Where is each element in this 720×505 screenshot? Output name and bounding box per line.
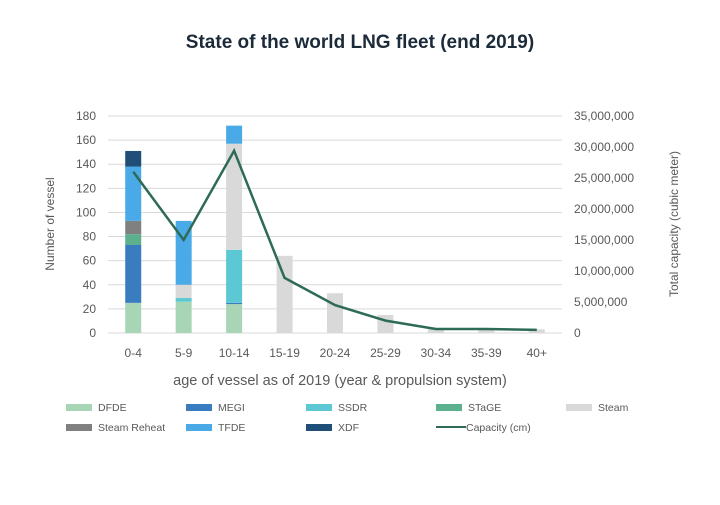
y2-axis-label: Total capacity (cubic meter) bbox=[667, 151, 681, 297]
y-tick-label: 60 bbox=[83, 254, 97, 268]
x-tick-label: 10-14 bbox=[219, 346, 250, 360]
x-tick-label: 25-29 bbox=[370, 346, 401, 360]
bar-segment bbox=[327, 293, 343, 333]
x-tick-label: 40+ bbox=[527, 346, 547, 360]
legend-swatch bbox=[186, 404, 212, 411]
legend-swatch bbox=[66, 424, 92, 431]
y-tick-label: 160 bbox=[76, 133, 96, 147]
x-tick-label: 0-4 bbox=[125, 346, 143, 360]
legend-label: DFDE bbox=[98, 402, 127, 414]
legend-label: STaGE bbox=[468, 402, 501, 414]
legend-swatch bbox=[306, 424, 332, 431]
x-tick-label: 5-9 bbox=[175, 346, 193, 360]
y2-tick-label: 5,000,000 bbox=[574, 295, 628, 309]
y2-tick-label: 10,000,000 bbox=[574, 264, 634, 278]
bar-segment bbox=[176, 298, 192, 302]
y-tick-label: 40 bbox=[83, 278, 97, 292]
x-tick-label: 15-19 bbox=[269, 346, 300, 360]
bar-segment bbox=[125, 245, 141, 303]
legend-label: SSDR bbox=[338, 402, 368, 414]
bar-segment bbox=[125, 303, 141, 333]
y2-tick-label: 0 bbox=[574, 326, 581, 340]
y-tick-label: 0 bbox=[89, 326, 96, 340]
legend-label: Capacity (cm) bbox=[466, 422, 531, 434]
x-tick-label: 35-39 bbox=[471, 346, 502, 360]
legend-label: TFDE bbox=[218, 422, 245, 434]
y-tick-label: 180 bbox=[76, 109, 96, 123]
legend-swatch bbox=[186, 424, 212, 431]
y-tick-label: 20 bbox=[83, 302, 97, 316]
legend-label: MEGI bbox=[218, 402, 245, 414]
bar-segment bbox=[125, 234, 141, 245]
legend-label: XDF bbox=[338, 422, 359, 434]
y-tick-label: 120 bbox=[76, 181, 96, 195]
bar-segment bbox=[277, 256, 293, 333]
legend-label: Steam Reheat bbox=[98, 422, 165, 434]
y2-tick-label: 30,000,000 bbox=[574, 140, 634, 154]
x-tick-label: 30-34 bbox=[421, 346, 452, 360]
x-axis-label: age of vessel as of 2019 (year & propuls… bbox=[173, 373, 507, 389]
y2-tick-label: 20,000,000 bbox=[574, 202, 634, 216]
y-tick-label: 80 bbox=[83, 230, 97, 244]
legend-swatch bbox=[306, 404, 332, 411]
legend-swatch bbox=[66, 404, 92, 411]
bar-segment bbox=[226, 250, 242, 303]
bar-segment bbox=[125, 167, 141, 221]
chart-title: State of the world LNG fleet (end 2019) bbox=[186, 32, 534, 53]
x-tick-label: 20-24 bbox=[320, 346, 351, 360]
bar-segment bbox=[176, 285, 192, 298]
y-axis-label: Number of vessel bbox=[43, 177, 57, 270]
bar-segment bbox=[125, 221, 141, 234]
legend-swatch bbox=[566, 404, 592, 411]
y-tick-label: 100 bbox=[76, 205, 96, 219]
legend-swatch bbox=[436, 404, 462, 411]
bar-segment bbox=[226, 126, 242, 144]
legend-label: Steam bbox=[598, 402, 629, 414]
y2-tick-label: 15,000,000 bbox=[574, 233, 634, 247]
y-tick-label: 140 bbox=[76, 157, 96, 171]
bar-segment bbox=[226, 304, 242, 333]
y2-tick-label: 35,000,000 bbox=[574, 109, 634, 123]
bar-segment bbox=[125, 151, 141, 167]
bar-segment bbox=[176, 302, 192, 333]
bar-segment bbox=[226, 303, 242, 304]
y2-tick-label: 25,000,000 bbox=[574, 171, 634, 185]
